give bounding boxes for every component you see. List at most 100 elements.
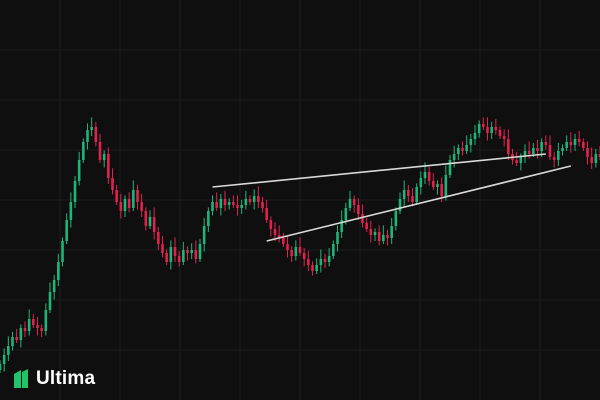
candle [544, 135, 548, 150]
candle-body [540, 142, 543, 151]
candle-body [373, 232, 377, 235]
candle-body [148, 217, 152, 226]
candle [48, 282, 52, 313]
candle-body [419, 178, 423, 187]
candle-body [344, 208, 348, 220]
candle-body [365, 223, 368, 229]
candle [23, 321, 27, 337]
candle [90, 117, 93, 136]
candle-body [552, 157, 556, 160]
candle [594, 148, 598, 168]
candle-body [532, 148, 535, 154]
candle-body [140, 202, 143, 211]
candle [248, 195, 252, 205]
candle-body [486, 127, 489, 133]
candle [240, 199, 243, 214]
candle-body [294, 247, 298, 256]
candle-body [0, 364, 2, 370]
trendline[interactable] [212, 153, 546, 188]
candle-body [127, 199, 131, 208]
candle [257, 186, 260, 208]
candle [123, 195, 127, 217]
candle-body [290, 250, 293, 256]
candle-body [452, 154, 456, 160]
candle [190, 243, 193, 259]
candle [211, 195, 214, 216]
candle-body [598, 154, 600, 157]
candle-body [557, 151, 560, 160]
candle [377, 225, 381, 246]
candle [107, 147, 110, 184]
brand-logo: Ultima [12, 366, 95, 392]
candle [382, 225, 385, 244]
candle [307, 250, 310, 271]
candle-body [582, 142, 585, 148]
candle [390, 217, 393, 244]
candle-body [577, 139, 581, 142]
candle-body [27, 319, 31, 331]
candle-body [323, 259, 327, 262]
candle [277, 225, 281, 243]
candle [148, 210, 152, 229]
candle-body [319, 259, 323, 265]
candle-body [427, 172, 431, 181]
candle-body [252, 196, 256, 202]
candle-body [198, 244, 202, 259]
candle-body [402, 190, 406, 199]
candle [119, 193, 123, 219]
candle-body [40, 328, 43, 331]
candle [132, 180, 135, 211]
candle [157, 226, 160, 250]
candle-body [257, 196, 260, 202]
candle-body [394, 211, 398, 226]
candle-body [261, 202, 264, 208]
candle-body [440, 184, 443, 196]
candle-body [232, 202, 235, 205]
candle [261, 196, 264, 213]
candle-body [157, 232, 160, 244]
candle-body [523, 151, 527, 157]
candle [82, 138, 85, 163]
candle [286, 235, 289, 258]
candle [577, 130, 581, 147]
candle [2, 348, 6, 372]
trendline[interactable] [266, 165, 572, 242]
candle [498, 126, 502, 139]
logo-shape-inner [22, 369, 28, 388]
ultima-logo-icon [14, 369, 28, 388]
candle-body [65, 220, 68, 241]
candle-body [407, 190, 410, 196]
candle [73, 175, 77, 208]
candle-body [11, 337, 14, 346]
candle [207, 207, 210, 232]
candle [227, 198, 231, 210]
candle [315, 258, 318, 274]
candle [61, 237, 64, 267]
candle [561, 144, 564, 156]
candle [461, 141, 464, 156]
candle [482, 117, 485, 130]
candle-body [565, 142, 568, 148]
candle-body [265, 208, 268, 220]
candle-body [227, 202, 231, 205]
candle-body [348, 199, 352, 208]
candle-body [32, 319, 35, 325]
candle-body [361, 214, 364, 223]
candle-body [477, 124, 481, 133]
candle [269, 216, 273, 237]
candle [302, 247, 306, 267]
candle-body [90, 127, 93, 130]
candle [127, 192, 131, 213]
candle-body [102, 154, 106, 160]
candle-body [473, 133, 477, 139]
candle-body [202, 226, 206, 244]
candle-body [244, 199, 248, 205]
candle [411, 187, 414, 207]
candle [486, 117, 489, 141]
candle [432, 172, 435, 190]
candle-body [19, 328, 23, 340]
candle [373, 228, 377, 241]
candlestick-series [0, 117, 600, 373]
candle-body [327, 256, 331, 262]
